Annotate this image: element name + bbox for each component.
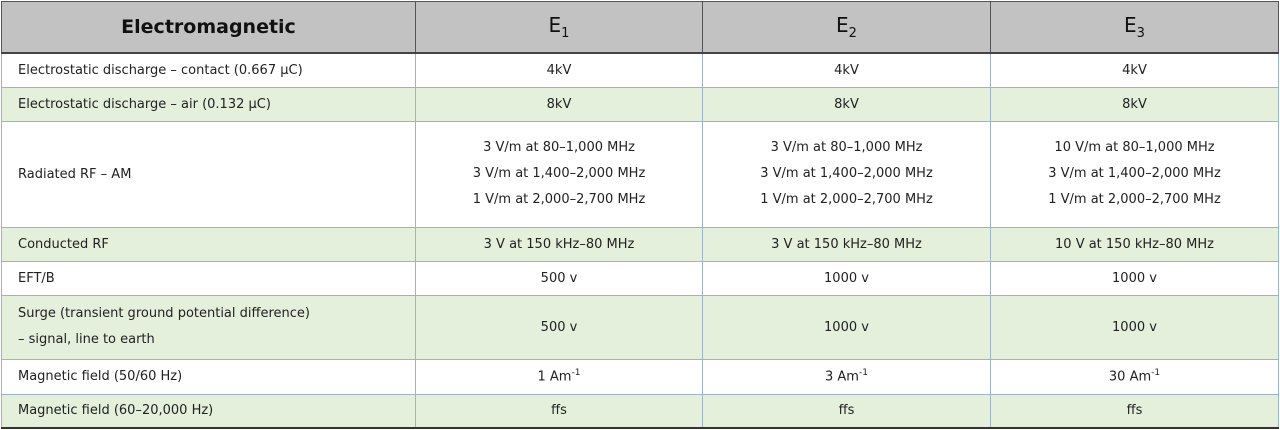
cell: ffs (415, 393, 703, 429)
cell: 500 v (415, 294, 703, 360)
cell: ffs (702, 393, 991, 429)
header-electromagnetic: Electromagnetic (1, 1, 416, 54)
cell: 8kV (990, 86, 1279, 122)
row-label: Electrostatic discharge – contact (0.667… (1, 52, 416, 88)
cell: 1000 v (990, 260, 1279, 296)
header-e3: E3 (990, 1, 1279, 54)
row-label: Conducted RF (1, 226, 416, 262)
cell: 4kV (990, 52, 1279, 88)
cell: 1 Am-1 (415, 358, 703, 395)
header-e2: E2 (702, 1, 991, 54)
cell: 3 V at 150 kHz–80 MHz (702, 226, 991, 262)
cell: 30 Am-1 (990, 358, 1279, 395)
row-label: Surge (transient ground potential differ… (1, 294, 416, 360)
table-row: Magnetic field (60–20,000 Hz) ffs ffs ff… (1, 393, 1279, 429)
table-row: Radiated RF – AM 3 V/m at 80–1,000 MHz 3 … (1, 120, 1279, 228)
table-row: Electrostatic discharge – contact (0.667… (1, 52, 1279, 88)
cell: 3 V/m at 80–1,000 MHz 3 V/m at 1,400–2,00… (702, 120, 991, 228)
cell: 10 V at 150 kHz–80 MHz (990, 226, 1279, 262)
row-label: Electrostatic discharge – air (0.132 µC) (1, 86, 416, 122)
cell: 10 V/m at 80–1,000 MHz 3 V/m at 1,400–2,0… (990, 120, 1279, 228)
row-label: Magnetic field (60–20,000 Hz) (1, 393, 416, 429)
cell: 500 v (415, 260, 703, 296)
header-e1: E1 (415, 1, 703, 54)
cell: 3 Am-1 (702, 358, 991, 395)
table-row: Electrostatic discharge – air (0.132 µC)… (1, 86, 1279, 122)
cell: 1000 v (702, 260, 991, 296)
header-row: Electromagnetic E1 E2 E3 (1, 1, 1279, 54)
table-row: Magnetic field (50/60 Hz) 1 Am-1 3 Am-1 … (1, 358, 1279, 395)
cell: 8kV (415, 86, 703, 122)
cell: 4kV (415, 52, 703, 88)
table-row: Surge (transient ground potential differ… (1, 294, 1279, 360)
cell: 8kV (702, 86, 991, 122)
cell: ffs (990, 393, 1279, 429)
cell: 4kV (702, 52, 991, 88)
table-row: Conducted RF 3 V at 150 kHz–80 MHz 3 V a… (1, 226, 1279, 262)
row-label: EFT/B (1, 260, 416, 296)
cell: 1000 v (702, 294, 991, 360)
cell: 3 V at 150 kHz–80 MHz (415, 226, 703, 262)
cell: 3 V/m at 80–1,000 MHz 3 V/m at 1,400–2,00… (415, 120, 703, 228)
table-row: EFT/B 500 v 1000 v 1000 v (1, 260, 1279, 296)
cell: 1000 v (990, 294, 1279, 360)
row-label: Radiated RF – AM (1, 120, 416, 228)
row-label: Magnetic field (50/60 Hz) (1, 358, 416, 395)
